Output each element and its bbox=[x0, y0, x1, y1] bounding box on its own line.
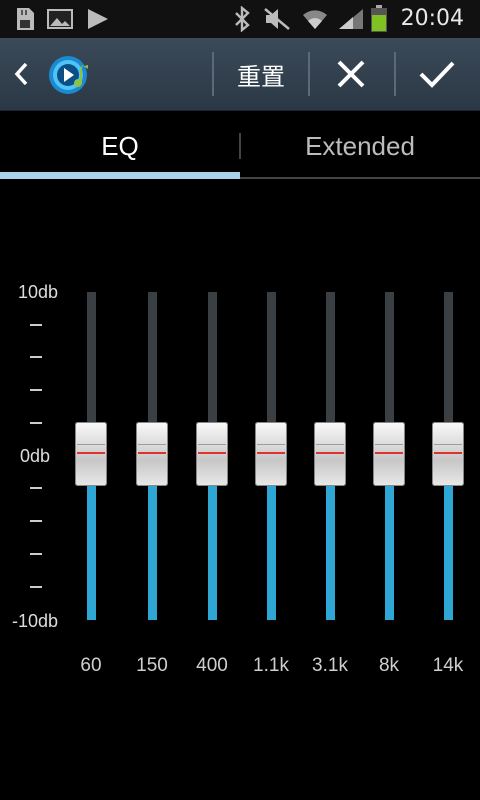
slider-knob-60[interactable] bbox=[75, 422, 107, 486]
band-label: 60 bbox=[80, 655, 102, 676]
knob-seam bbox=[198, 444, 226, 445]
slider-knob-400[interactable] bbox=[196, 422, 228, 486]
slider-track-lower[interactable] bbox=[326, 454, 335, 620]
battery-icon bbox=[368, 5, 390, 32]
clock: 20:04 bbox=[400, 6, 464, 31]
slider-track-upper[interactable] bbox=[87, 292, 96, 454]
scale-tick bbox=[30, 586, 42, 588]
scale-tick bbox=[30, 520, 42, 522]
reset-button[interactable]: 重置 bbox=[237, 62, 285, 91]
slider-track-lower[interactable] bbox=[267, 454, 276, 620]
slider-track-upper[interactable] bbox=[444, 292, 453, 454]
knob-seam bbox=[316, 444, 344, 445]
slider-knob-150[interactable] bbox=[136, 422, 168, 486]
signal-icon bbox=[336, 6, 366, 32]
knob-center-mark bbox=[138, 452, 166, 454]
scale-tick bbox=[30, 324, 42, 326]
slider-knob-3.1k[interactable] bbox=[314, 422, 346, 486]
status-bar: 20:04 bbox=[0, 0, 480, 38]
slider-track-lower[interactable] bbox=[208, 454, 217, 620]
slider-track-upper[interactable] bbox=[326, 292, 335, 454]
confirm-button[interactable] bbox=[404, 52, 470, 96]
knob-seam bbox=[138, 444, 166, 445]
action-separator bbox=[212, 52, 214, 96]
scale-bottom-label: -10db bbox=[11, 611, 58, 631]
tab-eq[interactable]: EQ bbox=[101, 130, 139, 161]
knob-center-mark bbox=[198, 452, 226, 454]
slider-track-lower[interactable] bbox=[385, 454, 394, 620]
knob-center-mark bbox=[434, 452, 462, 454]
play-notification-icon bbox=[82, 6, 112, 32]
band-label: 150 bbox=[136, 655, 168, 676]
band-label: 3.1k bbox=[312, 655, 348, 676]
scale-mid-label: 0db bbox=[19, 446, 50, 466]
slider-track-upper[interactable] bbox=[148, 292, 157, 454]
tab-bar: EQ Extended bbox=[0, 111, 480, 181]
sd-card-icon bbox=[10, 6, 40, 32]
action-separator bbox=[394, 52, 396, 96]
knob-center-mark bbox=[257, 452, 285, 454]
music-player-icon[interactable] bbox=[46, 51, 94, 99]
bluetooth-icon bbox=[230, 6, 254, 32]
knob-center-mark bbox=[375, 452, 403, 454]
slider-knob-8k[interactable] bbox=[373, 422, 405, 486]
tab-baseline bbox=[240, 177, 480, 179]
scale-top-label: 10db bbox=[17, 282, 58, 302]
slider-track-lower[interactable] bbox=[444, 454, 453, 620]
knob-seam bbox=[77, 444, 105, 445]
wifi-icon bbox=[300, 6, 330, 32]
mute-icon bbox=[262, 6, 292, 32]
band-label: 1.1k bbox=[253, 655, 289, 676]
tab-extended[interactable]: Extended bbox=[305, 130, 415, 161]
band-label: 400 bbox=[196, 655, 228, 676]
knob-center-mark bbox=[316, 452, 344, 454]
cancel-button[interactable] bbox=[318, 52, 384, 96]
tab-divider bbox=[239, 133, 241, 159]
knob-seam bbox=[434, 444, 462, 445]
action-bar: 重置 bbox=[0, 38, 480, 111]
action-separator bbox=[308, 52, 310, 96]
chevron-left-icon[interactable] bbox=[10, 60, 34, 88]
slider-track-lower[interactable] bbox=[148, 454, 157, 620]
close-icon bbox=[337, 60, 365, 88]
knob-seam bbox=[257, 444, 285, 445]
scale-tick bbox=[30, 487, 42, 489]
tab-indicator bbox=[0, 172, 240, 179]
knob-center-mark bbox=[77, 452, 105, 454]
band-label: 14k bbox=[432, 655, 464, 676]
slider-track-lower[interactable] bbox=[87, 454, 96, 620]
scale-tick bbox=[30, 389, 42, 391]
gallery-icon bbox=[44, 6, 76, 32]
slider-knob-1.1k[interactable] bbox=[255, 422, 287, 486]
band-label: 8k bbox=[378, 655, 400, 676]
slider-track-upper[interactable] bbox=[385, 292, 394, 454]
check-icon bbox=[419, 61, 455, 88]
slider-track-upper[interactable] bbox=[267, 292, 276, 454]
scale-tick bbox=[30, 356, 42, 358]
knob-seam bbox=[375, 444, 403, 445]
scale-tick bbox=[30, 553, 42, 555]
scale-tick bbox=[30, 422, 42, 424]
slider-knob-14k[interactable] bbox=[432, 422, 464, 486]
slider-track-upper[interactable] bbox=[208, 292, 217, 454]
